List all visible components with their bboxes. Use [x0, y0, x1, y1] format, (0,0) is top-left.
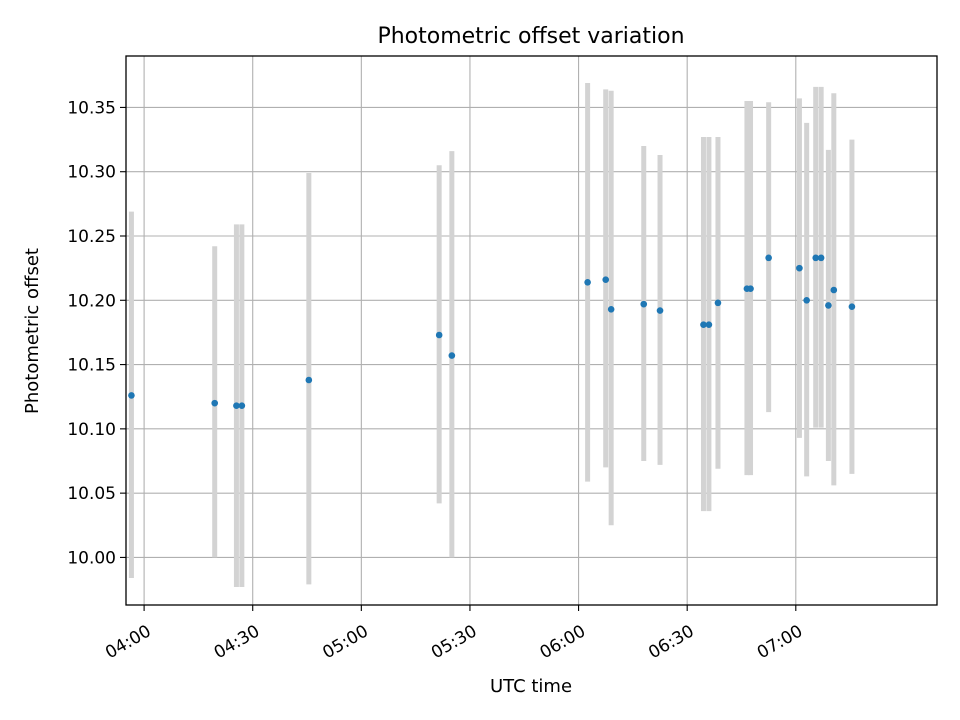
y-tick-label: 10.35: [67, 98, 116, 118]
data-point: [825, 302, 832, 309]
data-point: [765, 254, 772, 262]
y-tick-label: 10.10: [67, 420, 116, 440]
y-axis-ticks: 10.00 10.05 10.10 10.15 10.20 10.25 10.30 10.35: [67, 98, 126, 568]
y-tick-label: 10.00: [67, 548, 116, 568]
x-axis-label: UTC time: [490, 676, 572, 697]
data-point: [211, 399, 219, 407]
chart-title: Photometric offset variation: [377, 24, 684, 49]
data-point: [233, 402, 240, 410]
data-point: [602, 276, 610, 284]
y-axis-label: Photometric offset: [22, 248, 43, 414]
y-tick-label: 10.05: [67, 484, 116, 504]
data-point: [817, 254, 825, 262]
data-point: [700, 321, 707, 329]
data-point: [305, 376, 313, 384]
data-point: [803, 296, 810, 304]
data-point: [747, 285, 754, 293]
point-layer: [128, 254, 856, 410]
data-point: [714, 299, 722, 307]
data-point: [830, 286, 838, 294]
y-tick-label: 10.20: [67, 291, 116, 311]
y-tick-label: 10.30: [67, 163, 116, 183]
y-tick-label: 10.15: [67, 356, 116, 376]
data-point: [435, 331, 443, 339]
y-tick-label: 10.25: [67, 227, 116, 247]
data-point: [128, 392, 135, 399]
data-point: [238, 402, 246, 410]
data-point: [656, 307, 664, 314]
data-point: [448, 352, 456, 359]
data-point: [705, 321, 713, 329]
data-point: [607, 305, 615, 313]
data-point: [584, 278, 591, 286]
data-point: [796, 264, 803, 272]
plot-frame: [125, 55, 938, 606]
data-point: [812, 254, 820, 262]
data-point: [848, 303, 856, 311]
data-point: [640, 300, 648, 308]
